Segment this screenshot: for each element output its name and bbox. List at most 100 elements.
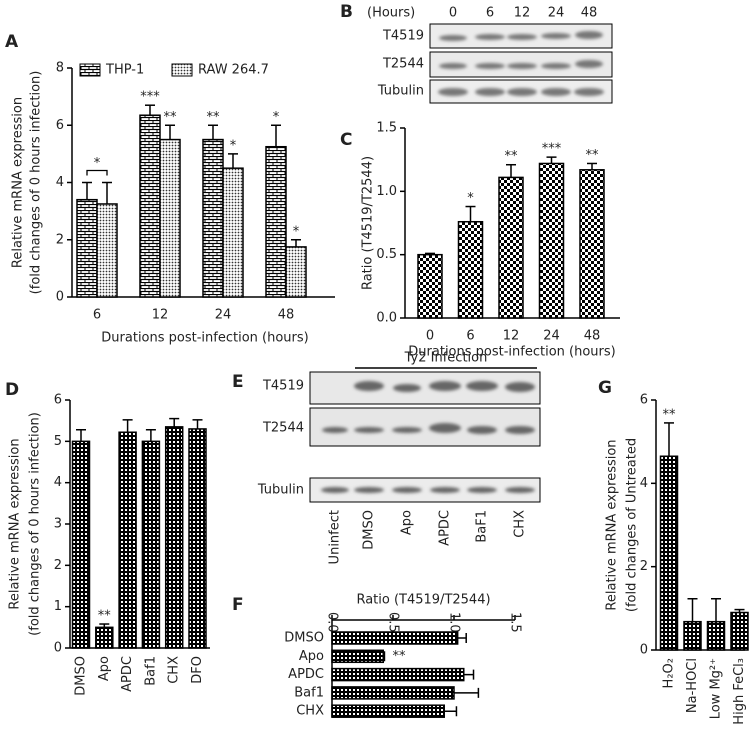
x-tick-label: 12 (503, 329, 520, 344)
x-tick-label: 6 (93, 308, 101, 323)
row-label: Tubulin (377, 84, 424, 99)
error-bar (271, 124, 281, 147)
error-bar (291, 239, 301, 247)
error-bar (734, 608, 745, 613)
bar (331, 686, 455, 700)
blot-header: (Hours) (367, 6, 415, 21)
lane-label: 12 (514, 6, 531, 21)
significance: ** (392, 649, 406, 664)
panel-label: F (232, 595, 244, 615)
y-axis-label: Ratio (T4519/T2544) (361, 156, 376, 290)
bar (659, 455, 679, 651)
bar (579, 169, 605, 319)
error-bar (506, 163, 516, 178)
error-bar (165, 124, 175, 140)
chart-title: Ratio (T4519/T2544) (356, 593, 490, 608)
lane-label: 24 (548, 6, 565, 21)
x-tick-label: 0.0 (325, 612, 340, 633)
row-label: T2544 (262, 421, 304, 436)
y-tick-label: 0 (56, 290, 64, 305)
bar (331, 667, 465, 682)
bar (76, 198, 98, 298)
panel-label: A (5, 32, 19, 52)
y-tick-label: 4 (56, 175, 64, 190)
error-bar (687, 598, 698, 622)
y-axis-label: (fold changes of 0 hours infection) (29, 71, 44, 295)
error-bar (122, 419, 133, 433)
x-tick-label: 1.5 (508, 612, 523, 633)
x-tick-label: 12 (152, 308, 169, 323)
bar (118, 431, 137, 649)
bar (141, 440, 161, 649)
bar (331, 704, 445, 718)
error-bar (463, 669, 475, 680)
bar (331, 631, 459, 645)
y-tick-label: 6 (54, 393, 62, 408)
significance: ** (207, 110, 221, 125)
y-axis-label: Relative mRNA expression (11, 97, 26, 268)
blot-b (429, 23, 613, 104)
lane-label: 6 (486, 6, 494, 21)
x-axis-label: Durations post-infection (hours) (408, 345, 615, 360)
significance: *** (140, 90, 160, 105)
bar (222, 167, 244, 298)
error-bar (82, 181, 92, 200)
x-tick-label: 1.0 (447, 612, 462, 633)
significance: ** (98, 609, 112, 624)
significance: *** (542, 142, 562, 157)
y-axis-label: (fold changes of Untreated (625, 438, 640, 612)
x-tick-label: 24 (215, 308, 232, 323)
legend-label: RAW 264.7 (198, 63, 269, 78)
error-bar (465, 205, 476, 222)
y-tick-label: 3 (54, 517, 62, 532)
y-tick-label: Baf1 (294, 685, 324, 700)
y-tick-label: 2 (54, 558, 62, 573)
significance: ** (164, 110, 178, 125)
lane-label: DMSO (362, 510, 377, 550)
x-tick-label: CHX (167, 656, 182, 684)
y-axis-label: (fold changes of 0 hours infection) (28, 412, 43, 636)
y-tick-label: CHX (296, 704, 324, 719)
significance: ** (505, 149, 519, 164)
y-tick-label: 8 (56, 61, 64, 76)
error-bar (99, 623, 110, 628)
y-tick-label: 6 (640, 393, 648, 408)
x-tick-label: 6 (466, 329, 474, 344)
x-tick-label: High FeCl₃ (732, 658, 747, 725)
y-tick-label: DMSO (284, 631, 324, 646)
blot-header: Ty2 Infection (404, 351, 488, 366)
error-bar (192, 419, 203, 429)
lane-label: BaF1 (475, 510, 490, 543)
y-tick-label: 4 (54, 475, 62, 490)
y-axis-label: Relative mRNA expression (605, 439, 620, 610)
panel-label: G (598, 378, 612, 398)
y-tick-label: 4 (640, 476, 648, 491)
error-bar (102, 181, 112, 204)
bar (683, 620, 702, 651)
error-bar (145, 104, 155, 116)
legend-swatch (79, 63, 101, 77)
bar (139, 114, 161, 298)
significance: * (293, 224, 300, 239)
x-tick-label: APDC (120, 656, 135, 692)
error-bar (711, 598, 721, 622)
lane-label: APDC (438, 510, 453, 546)
bar (538, 162, 565, 319)
bar (202, 138, 224, 298)
x-axis-label: Durations post-infection (hours) (101, 331, 308, 346)
lane-label: Apo (400, 510, 415, 535)
error-bar (546, 156, 557, 164)
x-tick-label: 24 (543, 329, 560, 344)
y-axis-label: Relative mRNA expression (8, 438, 23, 609)
error-bar (76, 429, 86, 442)
lane-label: Uninfect (328, 510, 343, 564)
significance: * (273, 110, 280, 125)
bar (706, 620, 726, 651)
legend-swatch (171, 63, 193, 77)
panel-label: B (340, 2, 353, 22)
lane-label: 0 (449, 6, 457, 21)
row-label: T4519 (382, 29, 424, 44)
error-bar (587, 162, 597, 170)
x-tick-label: DMSO (74, 656, 89, 696)
